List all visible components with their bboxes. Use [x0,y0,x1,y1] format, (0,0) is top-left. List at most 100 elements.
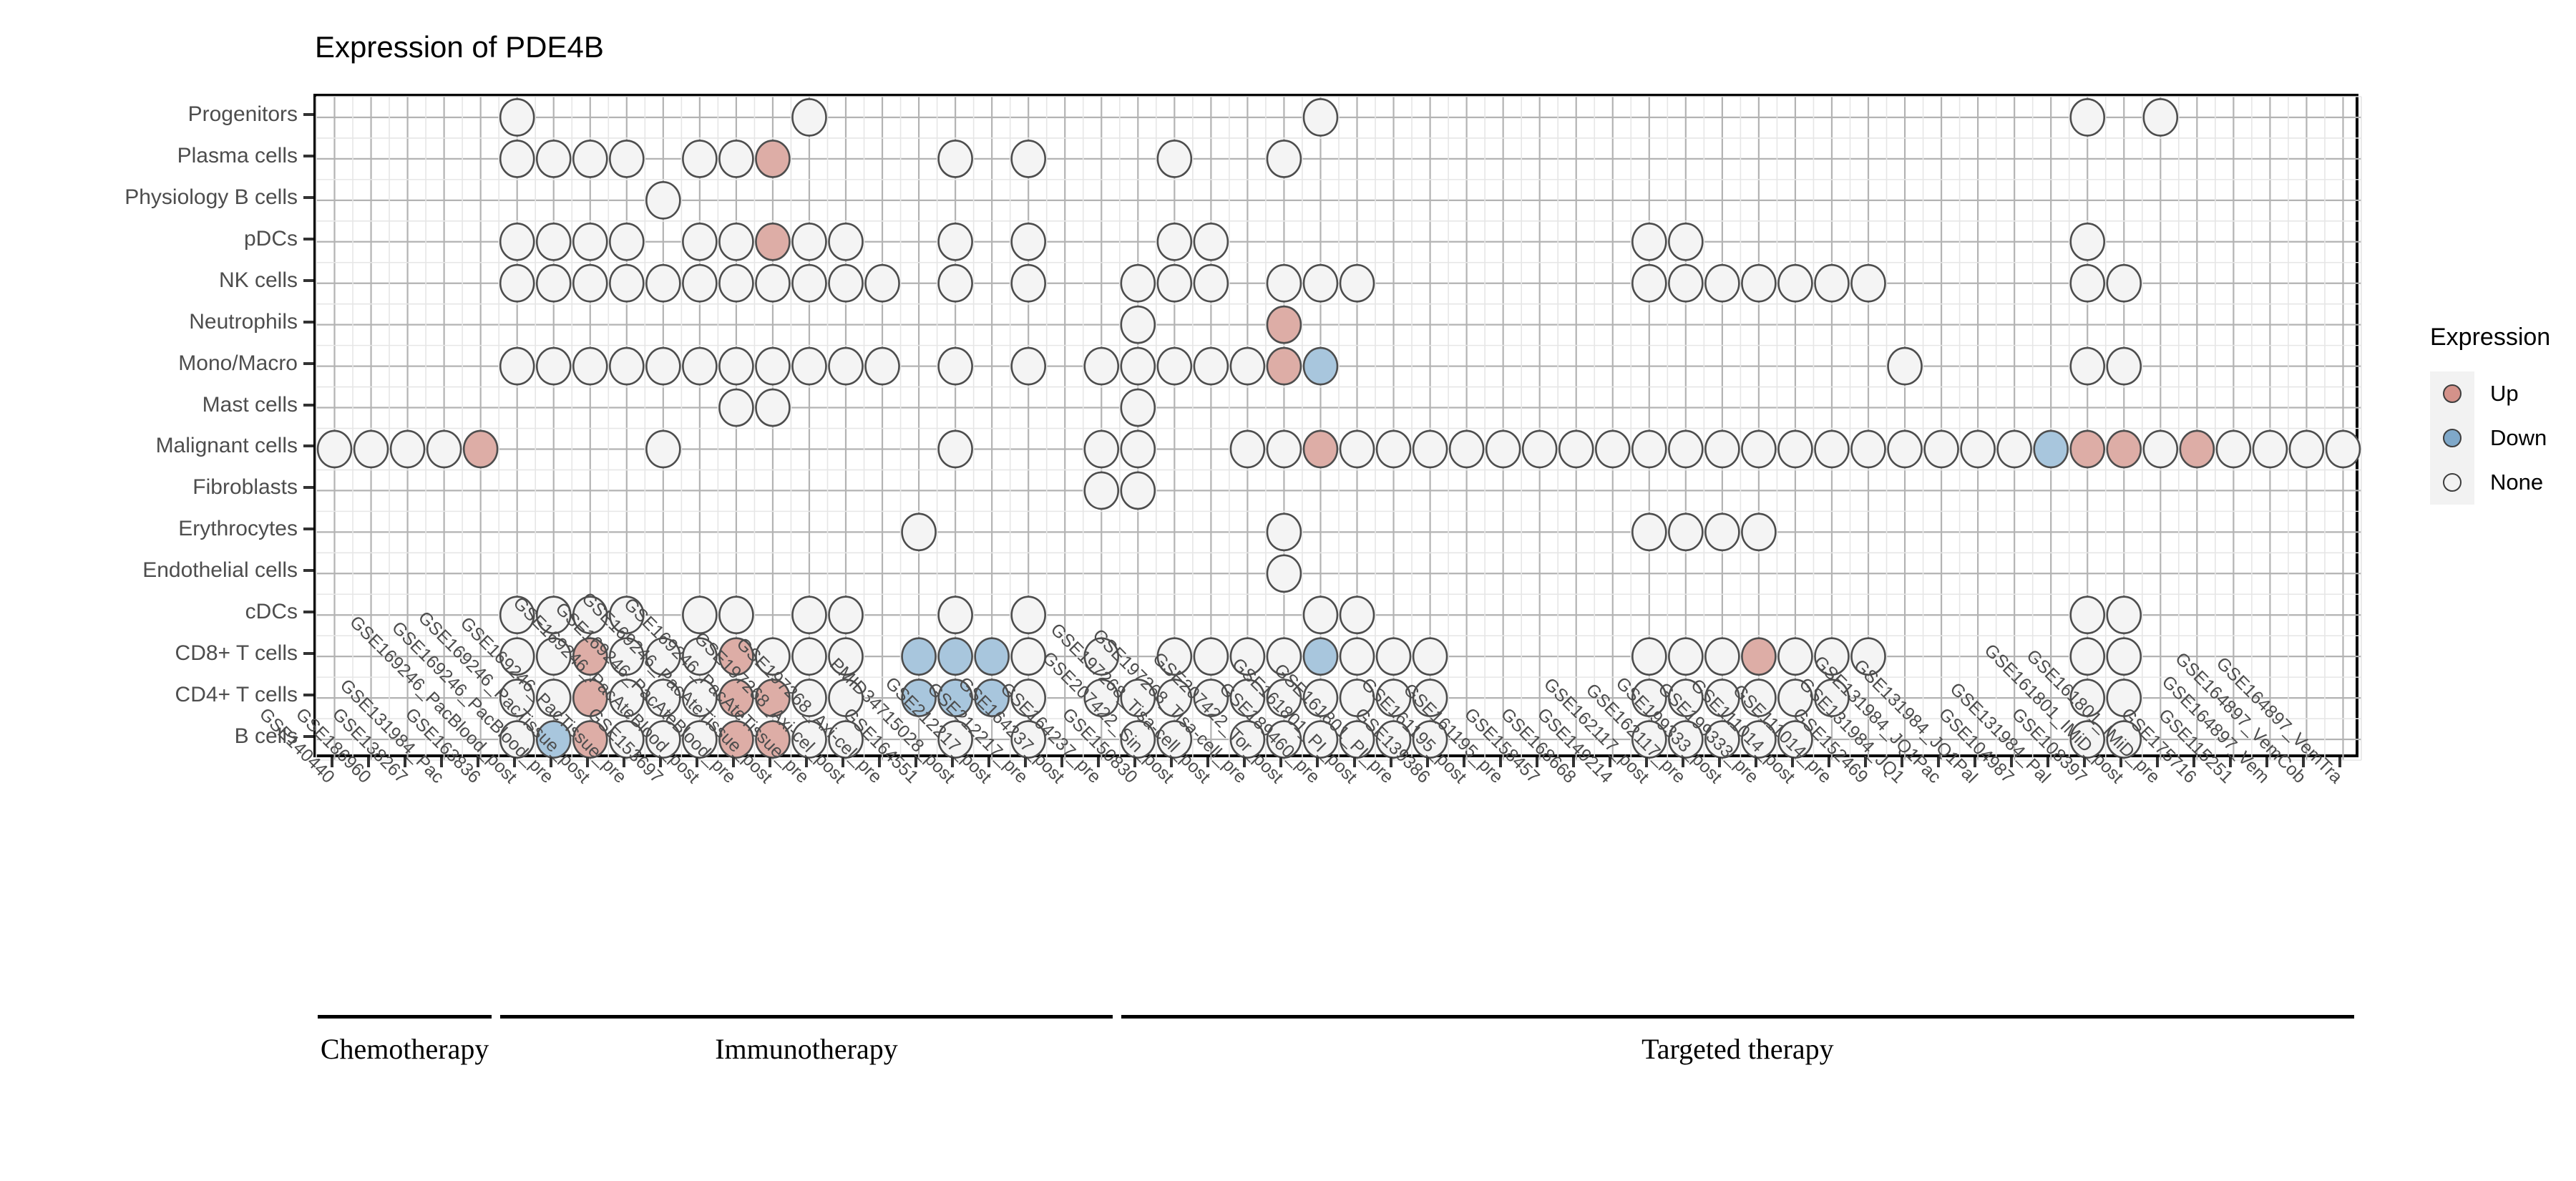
data-point [1302,720,1339,759]
data-point [755,222,791,261]
legend-label: Down [2490,425,2547,450]
x-axis-tick [2302,757,2306,767]
x-axis-tick [1097,757,1101,767]
data-point [828,720,864,759]
data-point [535,637,572,676]
y-axis-label: Progenitors [187,102,298,126]
data-point [572,720,608,759]
x-axis-tick [658,757,662,767]
data-point [609,140,645,178]
data-point [974,637,1010,676]
data-point [682,679,718,717]
data-point [2142,429,2179,469]
y-axis-tick [303,154,313,157]
data-point [937,429,973,469]
data-point [572,140,608,178]
y-axis-label: B cells [234,724,298,749]
data-point [1631,679,1667,717]
data-point [2288,429,2325,469]
data-point [1010,596,1046,635]
x-axis-tick [2229,757,2233,767]
data-point [1741,679,1777,717]
x-axis-tick [1644,757,1648,767]
data-point [937,346,973,386]
y-axis-tick [303,112,313,116]
y-axis-tick [303,444,313,448]
data-point [499,637,535,676]
x-axis-tick [1206,757,1210,767]
data-point [2106,679,2142,717]
legend-dot-icon [2443,473,2462,492]
y-axis-label: pDCs [243,226,298,251]
group-label: Chemotherapy [320,1033,489,1065]
data-point [937,222,973,261]
x-axis-tick [951,757,955,767]
data-point [499,98,535,137]
data-point [1266,263,1302,303]
data-point [572,679,608,717]
x-axis-tick [2083,757,2087,767]
data-point [1156,346,1193,386]
data-point [1631,263,1667,303]
data-point [755,263,791,303]
y-axis-tick [303,528,313,531]
data-point [1156,222,1193,261]
legend-entry[interactable]: Down [2430,416,2550,460]
data-point [864,263,900,303]
data-point [1668,679,1704,717]
data-point [462,429,499,469]
data-point [682,140,718,178]
data-point [572,222,608,261]
data-point [864,346,900,386]
data-point [1704,512,1740,552]
data-point [1741,720,1777,759]
data-point [2069,429,2106,469]
data-point [791,98,827,137]
x-axis-tick [585,757,589,767]
y-axis-tick [303,237,313,240]
x-axis-tick [2156,757,2160,767]
data-point [1850,429,1886,469]
data-point [1266,720,1302,759]
data-point [1010,140,1046,178]
data-point [1631,429,1667,469]
group-bracket [1121,1015,2354,1019]
data-point [1266,679,1302,717]
x-axis-tick [914,757,918,767]
data-point [755,679,791,717]
data-point [1120,471,1156,510]
x-axis-tick [2010,757,2014,767]
data-point [1302,346,1339,386]
data-point [609,346,645,386]
x-axis-tick [1790,757,1794,767]
data-point [1777,720,1813,759]
data-point [791,679,827,717]
data-point [1156,720,1193,759]
data-point [1668,429,1704,469]
data-point [1302,263,1339,303]
data-point [499,679,535,717]
legend-key-swatch [2430,371,2474,416]
x-axis-tick [403,757,406,767]
x-axis-tick [2265,757,2269,767]
x-axis-tick [878,757,882,767]
data-point [499,720,535,759]
data-point [1120,679,1156,717]
data-point [718,596,754,635]
y-axis-label: Mast cells [202,392,298,417]
legend-entry[interactable]: None [2430,460,2550,505]
data-point [682,263,718,303]
y-axis-tick [303,361,313,365]
data-point [1193,222,1229,261]
data-point [718,222,754,261]
data-point [791,346,827,386]
data-point [1083,679,1120,717]
x-axis-tick [622,757,625,767]
data-point [535,222,572,261]
data-point [755,140,791,178]
data-point [1668,263,1704,303]
data-point [1302,679,1339,717]
legend-entry[interactable]: Up [2430,371,2550,416]
data-point [1814,429,1850,469]
data-point [2106,429,2142,469]
